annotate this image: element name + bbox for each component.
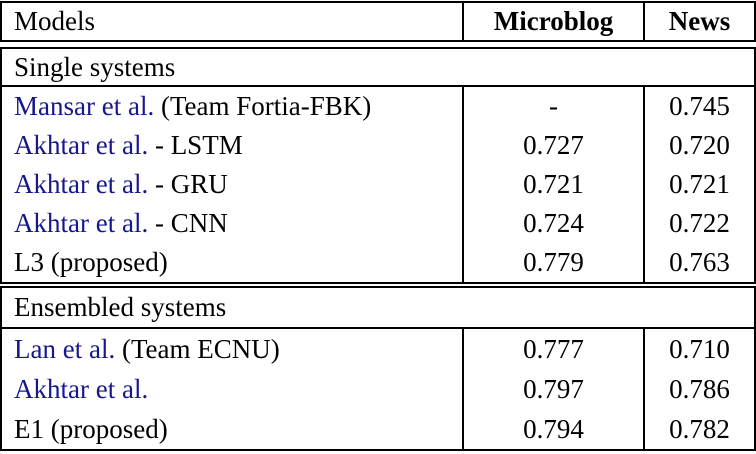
microblog-value: -	[462, 87, 643, 126]
table-row: Mansar et al. (Team Fortia-FBK) - 0.745	[2, 87, 754, 126]
microblog-value: 0.777	[462, 329, 643, 369]
column-header-microblog: Microblog	[462, 3, 643, 40]
microblog-value: 0.721	[462, 165, 643, 204]
header-row: Models Microblog News	[2, 3, 754, 40]
citation-link[interactable]: Akhtar et al.	[14, 130, 149, 160]
news-value: 0.786	[643, 369, 754, 409]
citation-link[interactable]: Akhtar et al.	[14, 208, 149, 238]
table-row: Lan et al. (Team ECNU) 0.777 0.710	[2, 329, 754, 369]
model-label: - GRU	[148, 169, 228, 199]
news-value: 0.721	[643, 165, 754, 204]
model-cell: Akhtar et al. - GRU	[2, 165, 462, 204]
microblog-value: 0.727	[462, 126, 643, 165]
table-row: Akhtar et al. 0.797 0.786	[2, 369, 754, 409]
model-cell: Akhtar et al. - CNN	[2, 204, 462, 243]
model-label: (Team ECNU)	[115, 333, 280, 364]
model-label: - CNN	[148, 208, 228, 238]
microblog-value: 0.724	[462, 204, 643, 243]
model-cell: Akhtar et al. - LSTM	[2, 126, 462, 165]
table-row: E1 (proposed) 0.794 0.782	[2, 409, 754, 449]
model-label: (Team Fortia-FBK)	[154, 91, 372, 121]
citation-link[interactable]: Akhtar et al.	[14, 169, 149, 199]
table-header: Models Microblog News	[0, 1, 756, 42]
news-value: 0.745	[643, 87, 754, 126]
table-row: Akhtar et al. - LSTM 0.727 0.720	[2, 126, 754, 165]
model-label: L3 (proposed)	[14, 247, 168, 277]
table-row: Akhtar et al. - GRU 0.721 0.721	[2, 165, 754, 204]
microblog-value: 0.797	[462, 369, 643, 409]
model-label: E1 (proposed)	[14, 413, 168, 444]
model-cell: E1 (proposed)	[2, 409, 462, 449]
table-row: Akhtar et al. - CNN 0.724 0.722	[2, 204, 754, 243]
section-single-systems: Single systems Mansar et al. (Team Forti…	[0, 47, 756, 284]
news-value: 0.722	[643, 204, 754, 243]
citation-link[interactable]: Mansar et al.	[14, 91, 155, 121]
citation-link[interactable]: Akhtar et al.	[14, 373, 149, 404]
model-cell: Akhtar et al.	[2, 369, 462, 409]
news-value: 0.720	[643, 126, 754, 165]
model-cell: Mansar et al. (Team Fortia-FBK)	[2, 87, 462, 126]
section-label: Single systems	[2, 49, 754, 87]
citation-link[interactable]: Lan et al.	[14, 333, 116, 364]
news-value: 0.763	[643, 243, 754, 282]
section-ensembled-systems: Ensembled systems Lan et al. (Team ECNU)…	[0, 286, 756, 451]
model-cell: Lan et al. (Team ECNU)	[2, 329, 462, 369]
column-header-news: News	[643, 3, 754, 40]
microblog-value: 0.794	[462, 409, 643, 449]
column-header-models: Models	[14, 6, 95, 36]
microblog-value: 0.779	[462, 243, 643, 282]
table-row: L3 (proposed) 0.779 0.763	[2, 243, 754, 282]
model-label: - LSTM	[148, 130, 243, 160]
news-value: 0.782	[643, 409, 754, 449]
news-value: 0.710	[643, 329, 754, 369]
section-label: Ensembled systems	[2, 288, 754, 329]
model-cell: L3 (proposed)	[2, 243, 462, 282]
